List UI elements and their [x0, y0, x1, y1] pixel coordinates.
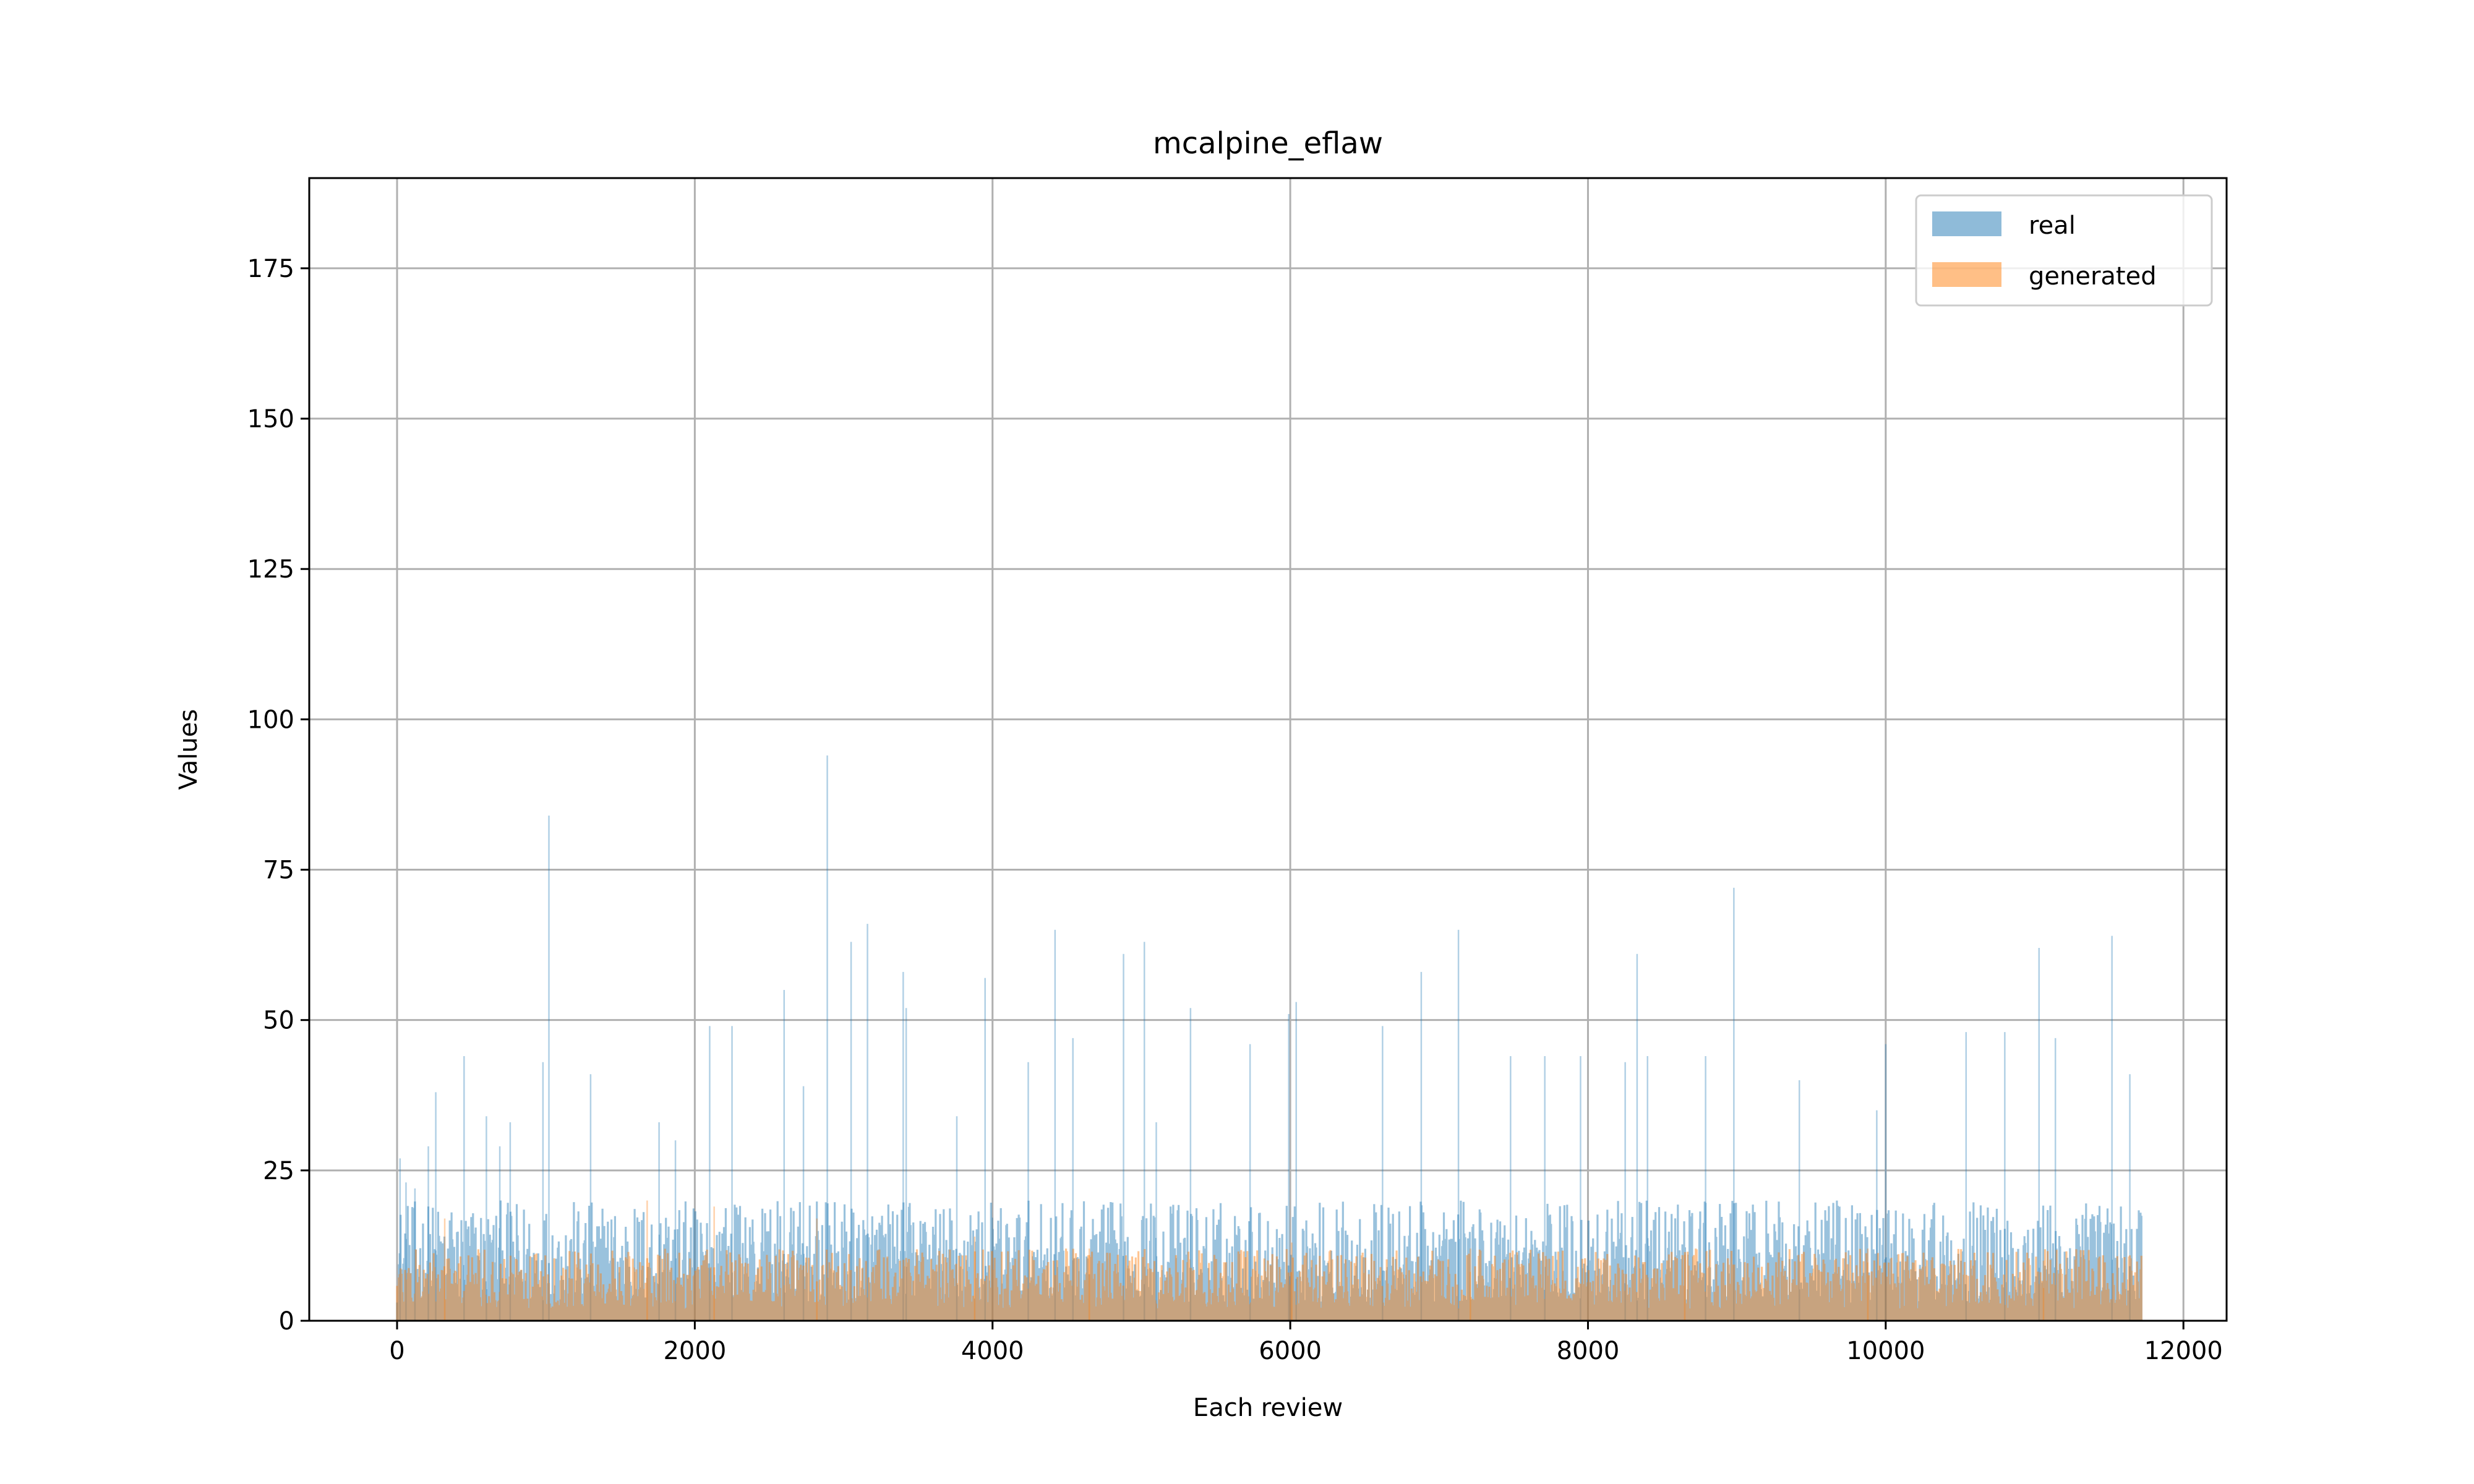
series-real-bars [396, 755, 2142, 1321]
x-tick-label: 12000 [2144, 1337, 2223, 1365]
plot-frame [308, 177, 2228, 1322]
series-real-bar-mass [396, 1200, 2142, 1321]
y-tick-label: 0 [279, 1307, 294, 1336]
legend-swatch-generated [1932, 262, 2001, 287]
legend-swatch-real [1932, 211, 2001, 236]
x-tick-label: 4000 [961, 1337, 1024, 1365]
x-tick-label: 2000 [663, 1337, 726, 1365]
x-tick-label: 8000 [1557, 1337, 1620, 1365]
series-generated-bars [396, 1200, 2142, 1321]
y-tick-label: 25 [263, 1157, 294, 1185]
chart-title: mcalpine_eflaw [1153, 126, 1383, 161]
y-tick-label: 125 [247, 555, 294, 584]
y-tick-label: 175 [247, 255, 294, 283]
series-generated-bar-mass [396, 1248, 2142, 1321]
x-axis-label: Each review [1193, 1394, 1343, 1422]
x-tick-label: 10000 [1846, 1337, 1925, 1365]
y-axis-label: Values [174, 709, 203, 790]
y-tick-label: 50 [263, 1007, 294, 1035]
legend-label-generated: generated [2029, 262, 2157, 291]
y-tick-label: 100 [247, 706, 294, 734]
y-tick-label: 150 [247, 405, 294, 433]
y-tick-label: 75 [263, 856, 294, 885]
legend: real generated [1915, 194, 2213, 307]
x-tick-label: 0 [389, 1337, 404, 1365]
axis-ticks: 0 2000 4000 6000 8000 10000 12000 0 25 50 75 100 125… [247, 255, 2223, 1365]
legend-label-real: real [2029, 211, 2076, 240]
x-tick-label: 6000 [1259, 1337, 1322, 1365]
